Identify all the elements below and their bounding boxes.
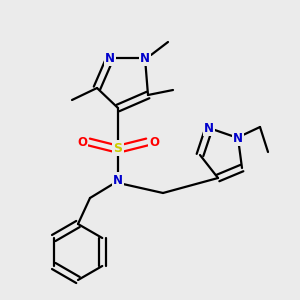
Text: N: N bbox=[204, 122, 214, 134]
Text: S: S bbox=[113, 142, 122, 154]
Text: N: N bbox=[105, 52, 115, 64]
Text: N: N bbox=[113, 173, 123, 187]
Text: O: O bbox=[149, 136, 159, 148]
Text: N: N bbox=[233, 131, 243, 145]
Text: N: N bbox=[140, 52, 150, 64]
Text: O: O bbox=[77, 136, 87, 148]
